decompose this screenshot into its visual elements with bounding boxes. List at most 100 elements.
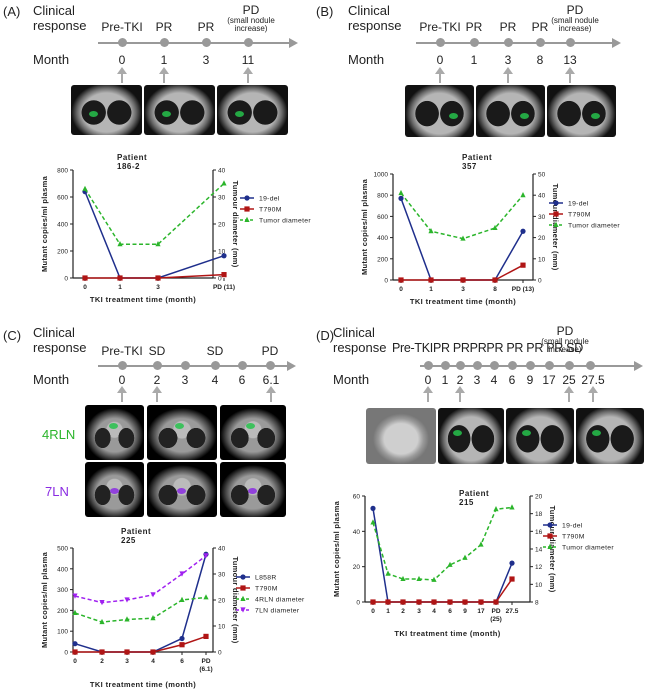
series-line-19-del	[84, 191, 225, 279]
data-point	[117, 275, 123, 281]
data-point	[462, 599, 468, 605]
clinical-header: Clinical response	[33, 3, 86, 33]
timeline-dot	[424, 361, 433, 370]
data-point	[493, 506, 499, 512]
response-label: PR	[499, 20, 517, 34]
y-axis-label: Mutant copies/ml plasma	[40, 175, 49, 272]
timeline-dot	[545, 361, 554, 370]
timeline-dot	[470, 38, 479, 47]
up-arrow-icon	[152, 386, 162, 402]
timeline-axis	[416, 42, 613, 44]
legend-label: Tumor diameter	[562, 545, 614, 552]
response-sub: (small nodule increase)	[551, 16, 599, 33]
data-point	[221, 180, 227, 186]
y-tick-label-right: 20	[218, 598, 226, 605]
legend-marker	[240, 607, 246, 613]
legend-label: 19-del	[259, 196, 280, 203]
y-tick-label: 600	[57, 195, 68, 202]
timeline-dot	[504, 38, 513, 47]
header-line-2: response	[333, 340, 387, 355]
timeline-dot	[202, 38, 211, 47]
data-point	[428, 277, 434, 283]
x-axis-label: TKI treatment time (month)	[410, 297, 516, 306]
month-value: 3	[202, 53, 210, 67]
y-tick-label: 40	[353, 529, 361, 536]
month-value: 6	[238, 373, 246, 387]
month-label: Month	[33, 372, 70, 387]
ct-scan-image	[144, 85, 215, 135]
y-tick-label: 0	[64, 650, 68, 657]
data-point	[431, 576, 437, 582]
y-tick-label-right: 16	[535, 529, 543, 536]
data-point	[82, 275, 88, 281]
up-arrow-icon	[423, 386, 433, 402]
month-value: 25	[562, 373, 576, 387]
response-pd: PD	[242, 3, 260, 17]
timeline-dot	[153, 361, 162, 370]
month-value: 0	[424, 373, 432, 387]
timeline-dot	[436, 38, 445, 47]
y-tick-label-right: 30	[218, 572, 226, 579]
data-point	[520, 262, 526, 268]
y-axis-label-right: Tumour diameter (mm)	[548, 505, 557, 592]
header-line-1: Clinical	[33, 325, 75, 340]
data-point	[509, 504, 515, 510]
ct-scan-image	[147, 405, 217, 460]
y-axis-label-right: Tumour diameter (mm)	[231, 180, 240, 267]
y-tick-label-right: 12	[535, 564, 543, 571]
data-point	[124, 649, 130, 655]
timeline-arrowhead	[634, 361, 643, 371]
series-line-tumor-diameter	[400, 192, 524, 240]
x-tick-label: 4	[432, 608, 436, 615]
month-value: 6	[508, 373, 516, 387]
data-point	[431, 599, 437, 605]
y-tick-label: 0	[384, 278, 388, 285]
x-tick-label: 2	[401, 608, 405, 615]
timeline-dot	[456, 361, 465, 370]
month-value: 17	[542, 373, 556, 387]
timeline-dot	[586, 361, 595, 370]
x-tick-label: 2	[100, 658, 104, 665]
y-tick-label: 1000	[374, 172, 389, 179]
y-tick-label: 60	[353, 494, 361, 501]
month-label: Month	[333, 372, 370, 387]
timeline-dot	[441, 361, 450, 370]
legend-label: 19-del	[562, 523, 583, 530]
data-point	[447, 561, 453, 567]
response-label: PR	[465, 20, 483, 34]
y-tick-label: 400	[57, 222, 68, 229]
month-label: Month	[33, 52, 70, 67]
data-point	[492, 224, 498, 231]
data-point	[428, 228, 434, 234]
header-line-2: response	[33, 340, 87, 355]
x-tick-label: 0	[83, 284, 87, 291]
y-axis-label-right: Tumour diameter (mm)	[551, 183, 560, 270]
y-tick-label-right: 30	[538, 214, 546, 221]
data-point	[221, 253, 227, 259]
data-point	[82, 185, 88, 191]
header-line-1: Clinical	[348, 3, 390, 18]
x-tick-label: 8	[493, 286, 497, 293]
timeline-arrowhead	[612, 38, 621, 48]
ct-scan-image	[438, 408, 504, 464]
month-value: 1	[470, 53, 478, 67]
data-point	[398, 277, 404, 283]
y-tick-label: 800	[57, 168, 68, 175]
x-tick-label: 1	[386, 608, 390, 615]
series-line-t790m	[85, 273, 225, 279]
data-point	[179, 571, 185, 577]
timeline-axis	[98, 365, 288, 367]
y-tick-label: 200	[377, 256, 388, 263]
data-point	[385, 599, 391, 605]
y-tick-label-right: 40	[218, 168, 226, 175]
patient-title: Patient 186-2	[117, 153, 148, 171]
legend-marker	[240, 585, 246, 591]
data-point	[370, 519, 376, 525]
y-tick-label-right: 10	[218, 624, 226, 631]
up-arrow-icon	[117, 67, 127, 83]
y-axis-label-right: Tumour diameter (mm)	[231, 556, 240, 643]
data-point	[99, 649, 105, 655]
